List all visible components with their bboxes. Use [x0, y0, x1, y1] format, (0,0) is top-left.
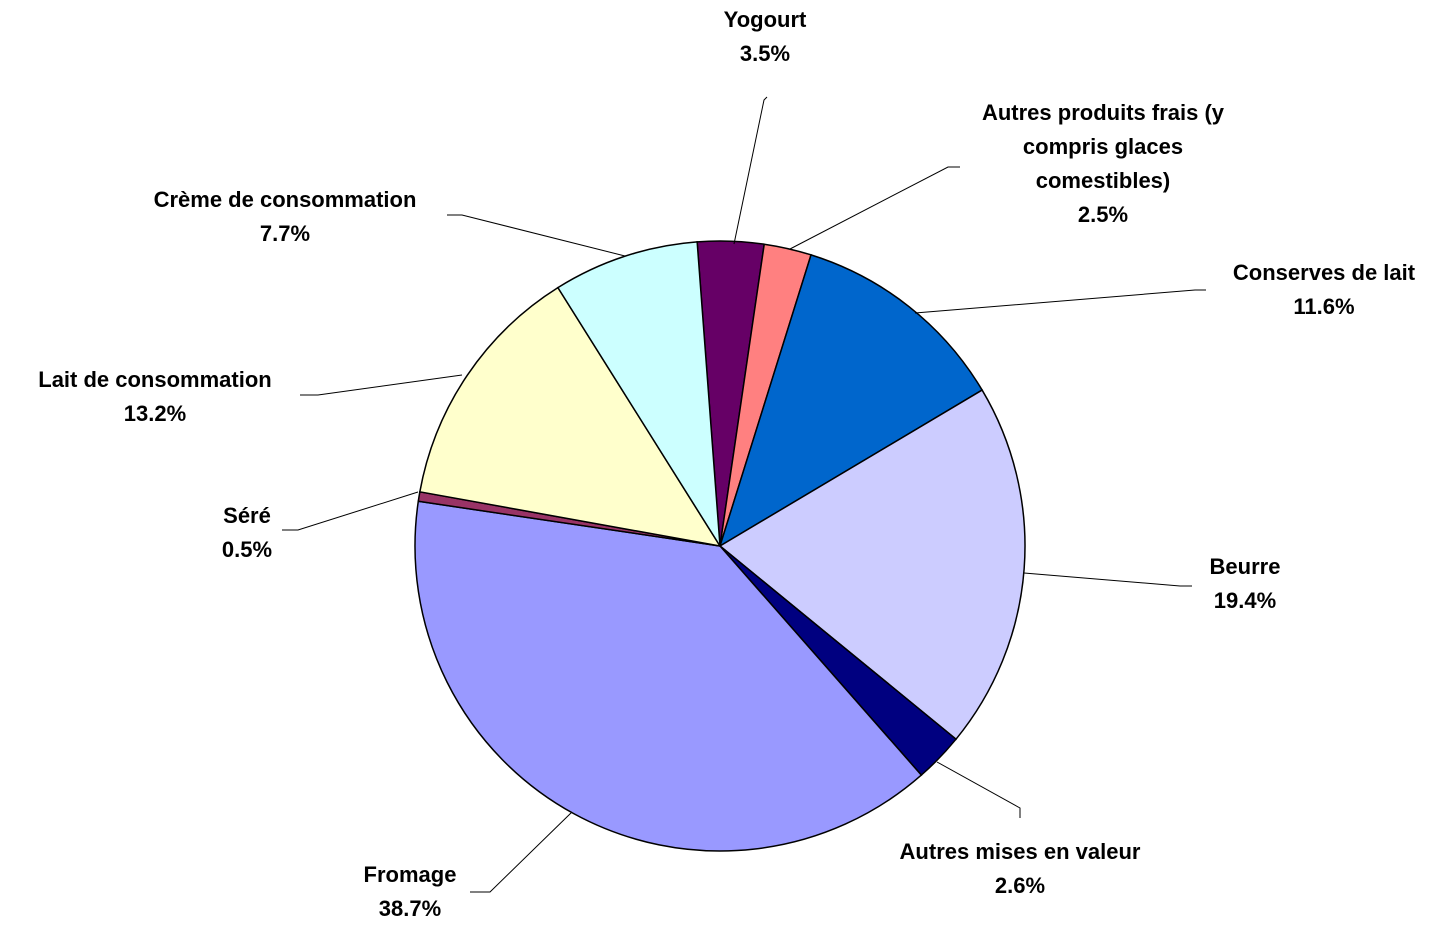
slice-label: Autres produits frais (y compris glaces … [963, 96, 1243, 232]
leader-line [789, 166, 960, 250]
leader-line [936, 761, 1021, 818]
slice-label: Yogourt 3.5% [665, 3, 865, 71]
category-label: Autres produits frais (y compris glaces … [981, 100, 1225, 193]
slice-label: Crème de consommation 7.7% [115, 183, 455, 251]
leader-line [733, 96, 768, 245]
category-label: Crème de consommation [153, 187, 417, 212]
value-label: 7.7% [259, 221, 311, 246]
pie-slice [718, 253, 984, 548]
leader-line [1023, 572, 1192, 587]
leader-line [914, 289, 1206, 314]
category-label: Lait de consommation [38, 367, 272, 392]
leader-line [470, 811, 573, 893]
category-label: Conserves de lait [1232, 260, 1416, 285]
value-label: 11.6% [1293, 294, 1355, 319]
value-label: 0.5% [221, 537, 273, 562]
leader-line [282, 491, 419, 531]
pie-slice [718, 389, 1026, 741]
pie-slice [414, 500, 923, 852]
value-label: 2.6% [994, 873, 1046, 898]
slice-label: Lait de consommation 13.2% [5, 363, 305, 431]
value-label: 13.2% [123, 401, 187, 426]
slice-label: Beurre 19.4% [1145, 550, 1345, 618]
category-label: Autres mises en valeur [899, 839, 1141, 864]
slice-label: Séré 0.5% [187, 499, 307, 567]
category-label: Séré [223, 503, 271, 528]
category-label: Fromage [363, 862, 457, 887]
category-label: Yogourt [723, 7, 807, 32]
slice-label: Fromage 38.7% [310, 858, 510, 926]
value-label: 2.5% [1077, 202, 1129, 227]
category-label: Beurre [1209, 554, 1281, 579]
slice-label: Autres mises en valeur 2.6% [860, 835, 1180, 903]
value-label: 19.4% [1213, 588, 1277, 613]
value-label: 38.7% [378, 896, 442, 921]
slice-label: Conserves de lait 11.6% [1194, 256, 1440, 324]
leader-line [447, 214, 626, 257]
pie-slice [418, 286, 722, 548]
value-label: 3.5% [739, 41, 791, 66]
leader-line [300, 374, 463, 396]
